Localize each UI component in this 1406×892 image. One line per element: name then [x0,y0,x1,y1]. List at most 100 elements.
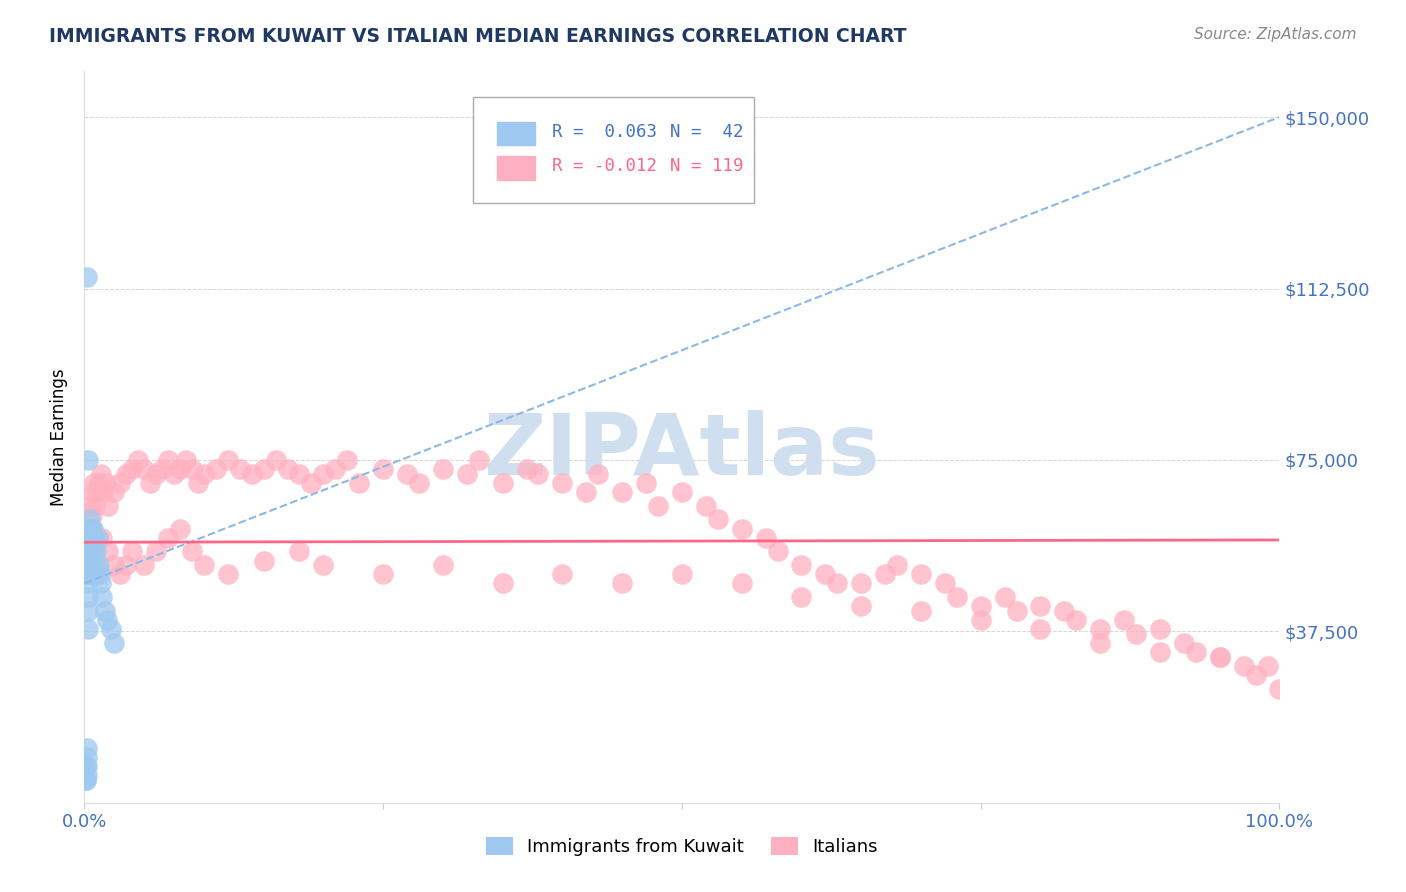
Point [492,475,515,490]
Point [456,467,478,481]
Point [588,467,610,481]
Point [205,462,228,476]
Point [695,499,717,513]
Point [934,576,956,591]
Point [77,576,100,591]
Point [77,453,100,467]
Point [1090,636,1112,650]
Point [946,590,969,604]
Point [373,462,395,476]
Point [1149,645,1171,659]
Point [94,475,117,490]
Text: R = -0.012: R = -0.012 [551,158,657,176]
Point [647,499,669,513]
Point [612,484,634,499]
Point [132,558,156,573]
Point [1090,622,1112,636]
Point [288,467,311,481]
Point [75,772,97,787]
Point [83,475,105,490]
Point [75,759,97,773]
Point [325,462,347,476]
Point [86,558,108,573]
Point [994,590,1017,604]
Point [79,558,101,573]
Point [77,622,100,636]
Point [671,567,693,582]
Point [83,558,105,573]
Point [79,521,101,535]
Point [875,567,897,582]
Point [1125,626,1147,640]
Point [76,270,98,285]
Point [1209,649,1232,664]
Point [1114,613,1136,627]
Point [90,576,112,591]
Point [755,531,778,545]
Point [1244,667,1267,681]
Bar [496,156,534,179]
Point [240,467,263,481]
Point [229,462,252,476]
Point [851,599,873,614]
Point [82,544,104,558]
Point [83,544,105,558]
Point [432,558,454,573]
Point [396,467,419,481]
Point [86,531,108,545]
Point [349,475,371,490]
Text: N = 119: N = 119 [671,158,744,176]
Point [100,622,122,636]
Point [1209,649,1232,664]
Text: ZIPAtlas: ZIPAtlas [484,410,880,493]
Point [169,462,191,476]
Point [1268,681,1291,696]
Point [970,599,993,614]
Point [115,467,138,481]
Point [103,484,125,499]
Point [790,558,813,573]
Point [575,484,598,499]
Legend: Immigrants from Kuwait, Italians: Immigrants from Kuwait, Italians [478,830,886,863]
Point [93,484,115,499]
Point [731,576,754,591]
Point [82,484,104,499]
Text: N =  42: N = 42 [671,123,744,141]
Point [612,576,634,591]
Point [80,531,103,545]
Point [150,462,173,476]
Point [86,544,108,558]
Point [1149,622,1171,636]
Point [492,576,515,591]
Point [253,553,276,567]
Point [163,467,186,481]
Text: Source: ZipAtlas.com: Source: ZipAtlas.com [1194,27,1357,42]
Point [77,590,100,604]
Point [91,590,114,604]
Point [87,558,110,573]
Text: IMMIGRANTS FROM KUWAIT VS ITALIAN MEDIAN EARNINGS CORRELATION CHART: IMMIGRANTS FROM KUWAIT VS ITALIAN MEDIAN… [49,27,907,45]
Point [90,467,112,481]
Point [145,467,167,481]
Point [277,462,299,476]
Point [468,453,491,467]
Point [97,499,120,513]
Point [814,567,837,582]
Point [187,475,209,490]
Point [77,567,100,582]
Point [1233,658,1256,673]
Point [76,740,98,755]
Point [1029,622,1052,636]
Point [766,544,789,558]
Point [93,604,115,618]
Point [373,567,395,582]
Point [77,567,100,582]
Point [77,521,100,535]
Point [1029,599,1052,614]
Point [731,521,754,535]
Point [1066,613,1088,627]
Point [1053,604,1076,618]
Point [264,453,287,467]
Point [217,453,239,467]
Point [1173,636,1195,650]
